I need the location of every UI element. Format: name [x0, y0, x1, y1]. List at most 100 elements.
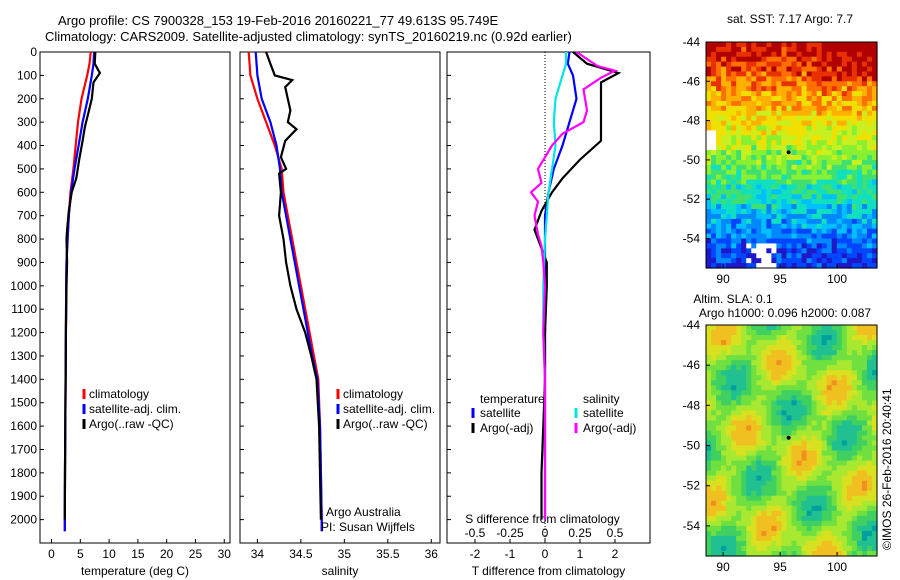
heatmap-cell	[726, 194, 732, 200]
heatmap-cell	[791, 340, 798, 346]
heatmap-cell	[776, 184, 783, 190]
heatmap-cell	[766, 258, 772, 264]
heatmap-cell	[721, 213, 727, 220]
heatmap-cell	[716, 209, 722, 215]
heatmap-cell	[711, 120, 717, 127]
heatmap-cell	[796, 258, 803, 264]
heatmap-cell	[766, 385, 772, 391]
heatmap-cell	[746, 360, 752, 366]
heatmap-cell	[861, 335, 868, 341]
heatmap-cell	[826, 400, 833, 406]
heatmap-cell	[721, 530, 727, 537]
heatmap-cell	[856, 86, 863, 92]
heatmap-cell	[756, 410, 762, 416]
heatmap-cell	[761, 420, 767, 427]
heatmap-cell	[866, 395, 873, 401]
heatmap-cell	[766, 218, 772, 225]
x-tick-label: 30	[218, 547, 232, 561]
heatmap-cell	[846, 550, 853, 557]
heatmap-cell	[711, 330, 717, 336]
heatmap-cell	[771, 204, 778, 210]
heatmap-cell	[801, 365, 808, 371]
heatmap-cell	[776, 530, 783, 537]
heatmap-cell	[756, 61, 762, 68]
heatmap-cell	[766, 243, 772, 249]
heatmap-cell	[806, 540, 813, 547]
heatmap-cell	[871, 500, 878, 507]
heatmap-cell	[856, 223, 863, 230]
heatmap-cell	[836, 96, 843, 102]
heatmap-cell	[811, 223, 818, 230]
heatmap-cell	[816, 465, 823, 472]
heatmap-cell	[851, 71, 858, 77]
heatmap-cell	[851, 56, 858, 63]
heatmap-cell	[706, 96, 712, 102]
heatmap-cell	[851, 150, 858, 156]
heatmap-cell	[706, 51, 712, 58]
heatmap-cell	[846, 91, 853, 97]
heatmap-cell	[776, 253, 783, 259]
heatmap-cell	[706, 169, 712, 176]
heatmap-cell	[726, 530, 732, 537]
heatmap-cell	[851, 209, 858, 215]
y-tick-label: 0	[30, 45, 37, 59]
heatmap-cell	[831, 115, 838, 122]
heatmap-cell	[741, 370, 747, 376]
heatmap-cell	[741, 115, 747, 122]
heatmap-cell	[741, 355, 747, 361]
heatmap-cell	[746, 335, 752, 341]
heatmap-cell	[766, 209, 772, 215]
heatmap-cell	[821, 505, 828, 512]
heatmap-cell	[756, 350, 762, 356]
heatmap-cell	[721, 330, 727, 336]
heatmap-cell	[806, 76, 813, 82]
heatmap-cell	[786, 209, 793, 215]
heatmap-cell	[746, 96, 752, 102]
heatmap-cell	[856, 350, 863, 356]
heatmap-cell	[751, 380, 757, 386]
heatmap-cell	[721, 96, 727, 102]
heatmap-cell	[846, 155, 853, 161]
heatmap-cell	[841, 140, 848, 146]
heatmap-cell	[736, 100, 742, 107]
heatmap-cell	[771, 61, 778, 68]
heatmap-cell	[731, 475, 737, 482]
heatmap-cell	[856, 405, 863, 411]
heatmap-cell	[851, 405, 858, 411]
heatmap-cell	[711, 550, 717, 557]
heatmap-cell	[746, 238, 752, 245]
heatmap-cell	[846, 370, 853, 376]
heatmap-cell	[726, 460, 732, 467]
heatmap-cell	[706, 258, 712, 264]
heatmap-cell	[841, 535, 848, 542]
heatmap-cell	[791, 395, 798, 401]
heatmap-cell	[741, 51, 747, 58]
heatmap-cell	[796, 480, 803, 487]
heatmap-cell	[756, 258, 762, 264]
heatmap-cell	[861, 470, 868, 477]
heatmap-cell	[766, 150, 772, 156]
heatmap-cell	[826, 530, 833, 537]
heatmap-cell	[836, 400, 843, 406]
heatmap-cell	[706, 375, 712, 381]
heatmap-cell	[791, 61, 798, 68]
y-tick-label: 1500	[10, 396, 37, 410]
heatmap-cell	[706, 120, 712, 127]
heatmap-cell	[721, 42, 727, 48]
heatmap-cell	[826, 550, 833, 557]
heatmap-cell	[866, 500, 873, 507]
heatmap-cell	[741, 415, 747, 422]
heatmap-cell	[841, 395, 848, 401]
heatmap-cell	[721, 100, 727, 107]
map-y-tick-label: -48	[683, 114, 701, 128]
heatmap-cell	[776, 86, 783, 92]
heatmap-cell	[736, 110, 742, 117]
heatmap-cell	[756, 525, 762, 532]
heatmap-cell	[861, 145, 868, 151]
heatmap-cell	[801, 159, 808, 166]
heatmap-cell	[721, 355, 727, 361]
heatmap-cell	[831, 425, 838, 432]
heatmap-cell	[866, 42, 873, 48]
heatmap-cell	[821, 243, 828, 249]
heatmap-cell	[746, 425, 752, 432]
